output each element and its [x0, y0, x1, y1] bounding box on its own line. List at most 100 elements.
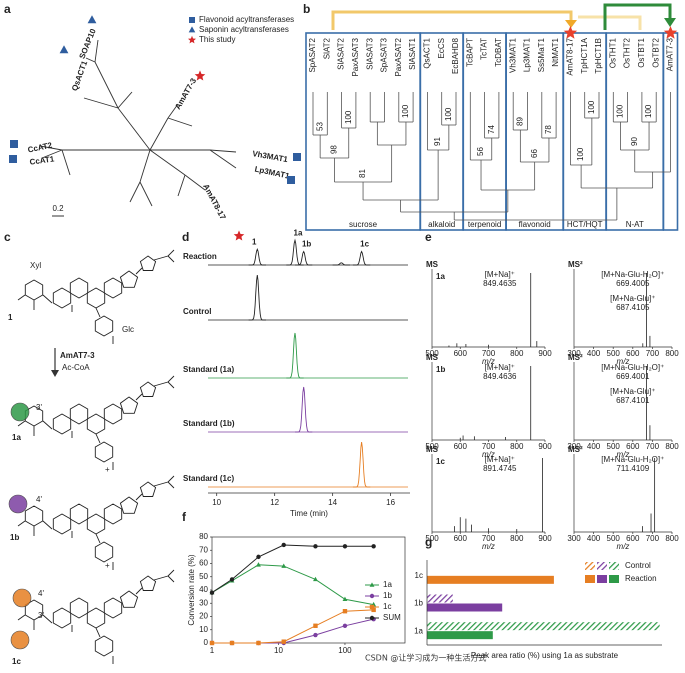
enzyme-label: TcDBAT — [494, 38, 503, 67]
x-tick-label: 700 — [646, 534, 660, 543]
x-tick-label: 700 — [482, 349, 496, 358]
legend-swatch — [597, 575, 607, 583]
ion-label: [M+Na-Glu]⁺ — [610, 387, 655, 396]
x-tick-label: 700 — [482, 534, 496, 543]
structure — [17, 475, 175, 571]
ion-mz: 891.4745 — [483, 464, 517, 473]
x-tick-label: 16 — [386, 498, 395, 507]
ion-mz: 711.4109 — [616, 464, 649, 473]
y-tick-label: 1a — [414, 626, 423, 635]
plot-frame — [211, 536, 406, 644]
sugar-label: Xyl — [30, 261, 41, 270]
enzyme-label: EcBAHD8 — [451, 37, 460, 74]
enzyme-label: SpASAT3 — [380, 37, 389, 72]
trace-label: Control — [183, 307, 211, 316]
x-tick-label: 1 — [210, 646, 215, 655]
leaf-label: AmAT8-17 — [201, 182, 228, 221]
compound-label: 1c — [436, 457, 445, 466]
leaf-marker — [9, 155, 17, 163]
ion-label: [M+Na-Glu-H₂O]⁺ — [601, 270, 664, 279]
tree-branch — [149, 117, 169, 151]
legend-marker — [188, 35, 196, 44]
ion-mz: 687.4101 — [616, 396, 650, 405]
tree-branch — [167, 103, 179, 119]
x-axis-label: Peak area ratio (%) using 1a as substrat… — [471, 651, 619, 660]
x-tick-label: 600 — [626, 442, 640, 451]
acyl-group — [8, 494, 28, 514]
leaf-marker — [10, 140, 18, 148]
peak-label: 1 — [252, 237, 257, 246]
position-label: 4' — [38, 589, 44, 598]
bar — [427, 594, 453, 603]
leaf-label: Lp3MAT1 — [254, 165, 291, 181]
arrow-line — [331, 10, 573, 30]
legend-label: Control — [625, 561, 651, 570]
bootstrap: 100 — [344, 110, 353, 124]
panel-label: g — [425, 535, 432, 549]
tree-branch — [129, 181, 141, 203]
series-line — [212, 609, 374, 644]
peak — [295, 250, 313, 266]
position-label: 4' — [36, 495, 42, 504]
panel-label: e — [425, 230, 432, 244]
panel-label: b — [303, 2, 310, 16]
x-tick-label: 800 — [510, 534, 524, 543]
x-tick-label: 500 — [607, 349, 621, 358]
x-axis-label: m/z — [617, 450, 630, 459]
data-point — [256, 554, 261, 560]
series-line — [211, 544, 374, 594]
data-point — [313, 623, 318, 628]
tree-branch — [209, 149, 237, 169]
x-tick-label: 600 — [454, 349, 468, 358]
ion-label: [M+Na-Glu-H₂O]⁺ — [601, 455, 664, 464]
bootstrap: 56 — [476, 147, 485, 156]
data-point — [229, 640, 235, 646]
compound-label: 1c — [12, 657, 21, 666]
legend-label: Flavonoid acyltransferases — [199, 15, 294, 24]
tree-branch — [94, 39, 99, 63]
x-tick-label: 600 — [626, 534, 640, 543]
structure — [17, 375, 175, 471]
x-tick-label: 100 — [338, 646, 352, 655]
enzyme-label: AmAT8-17 — [566, 37, 575, 75]
panel-label: c — [4, 230, 11, 244]
x-tick-label: 800 — [665, 442, 679, 451]
peak — [286, 238, 304, 266]
tree-branch — [149, 149, 186, 176]
bootstrap: 100 — [616, 104, 625, 118]
trace-label: Reaction — [183, 252, 217, 261]
data-point — [256, 562, 261, 567]
y-tick-label: 20 — [199, 612, 208, 621]
x-axis-label: Time (min) — [290, 509, 328, 518]
enzyme-label: TcBAPT — [465, 38, 474, 67]
data-point — [342, 623, 348, 628]
panel-label: a — [4, 2, 11, 16]
ms-label: MS² — [568, 260, 583, 269]
legend-label: Saponin acyltransferases — [199, 25, 289, 34]
enzyme-label: EcCS — [437, 38, 446, 58]
x-axis-label: m/z — [617, 542, 630, 551]
peak-label: 1b — [302, 240, 311, 249]
legend-swatch — [609, 575, 619, 583]
enzyme-label: OsTHT2 — [623, 37, 632, 68]
enzyme-label: TcTAT — [480, 38, 489, 60]
data-point — [313, 544, 318, 549]
highlight-star — [563, 26, 578, 39]
leaf-label: CcAT2 — [27, 141, 54, 155]
legend-swatch — [597, 562, 607, 570]
peak — [352, 250, 371, 266]
group-label: HCT/HQT — [567, 220, 603, 229]
group-label: terpenoid — [468, 220, 501, 229]
arrow-head — [664, 18, 676, 27]
bar — [427, 603, 503, 612]
tree-branch — [85, 57, 96, 63]
series-line — [212, 618, 374, 644]
tree-branch — [139, 181, 153, 207]
legend-label: 1c — [383, 602, 391, 611]
bootstrap: 53 — [315, 122, 324, 131]
leaf-label: SOAP10 — [78, 27, 98, 60]
position-label: 3' — [38, 611, 44, 620]
y-tick-label: 50 — [199, 572, 208, 581]
data-point — [281, 639, 286, 644]
legend-label: This study — [199, 35, 235, 44]
